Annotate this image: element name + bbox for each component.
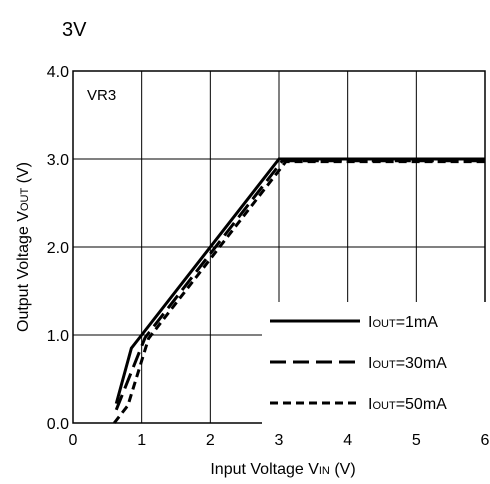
x-tick-label: 3 — [275, 432, 284, 449]
y-tick-label: 1.0 — [47, 328, 69, 345]
x-axis-label: Input Voltage VIN (V) — [210, 461, 355, 478]
y-tick-label: 3.0 — [47, 152, 69, 169]
x-tick-label: 5 — [412, 432, 421, 449]
x-tick-label: 4 — [343, 432, 352, 449]
x-tick-labels: 0 1 2 3 4 5 6 — [69, 432, 490, 449]
x-tick-label: 2 — [206, 432, 215, 449]
chart-title: 3V — [62, 19, 87, 41]
x-tick-label: 1 — [137, 432, 146, 449]
series-lines — [113, 157, 485, 424]
series-line-dotted — [113, 160, 485, 424]
legend-label: IOUT=1mA — [368, 314, 438, 331]
series-line-solid — [114, 157, 485, 405]
y-axis-label: Output Voltage VOUT (V) — [15, 162, 32, 332]
x-tick-label: 0 — [69, 432, 78, 449]
y-tick-label: 4.0 — [47, 64, 69, 81]
y-tick-label: 0.0 — [47, 416, 69, 433]
legend: IOUT=1mA IOUT=30mA IOUT=50mA — [262, 302, 486, 424]
legend-label: IOUT=30mA — [368, 355, 447, 372]
x-tick-label: 6 — [481, 432, 490, 449]
y-tick-label: 2.0 — [47, 240, 69, 257]
legend-label: IOUT=50mA — [368, 396, 447, 413]
series-line-dashed — [114, 159, 485, 411]
panel-label: VR3 — [87, 87, 116, 104]
y-tick-labels: 0.0 1.0 2.0 3.0 4.0 — [47, 64, 69, 433]
